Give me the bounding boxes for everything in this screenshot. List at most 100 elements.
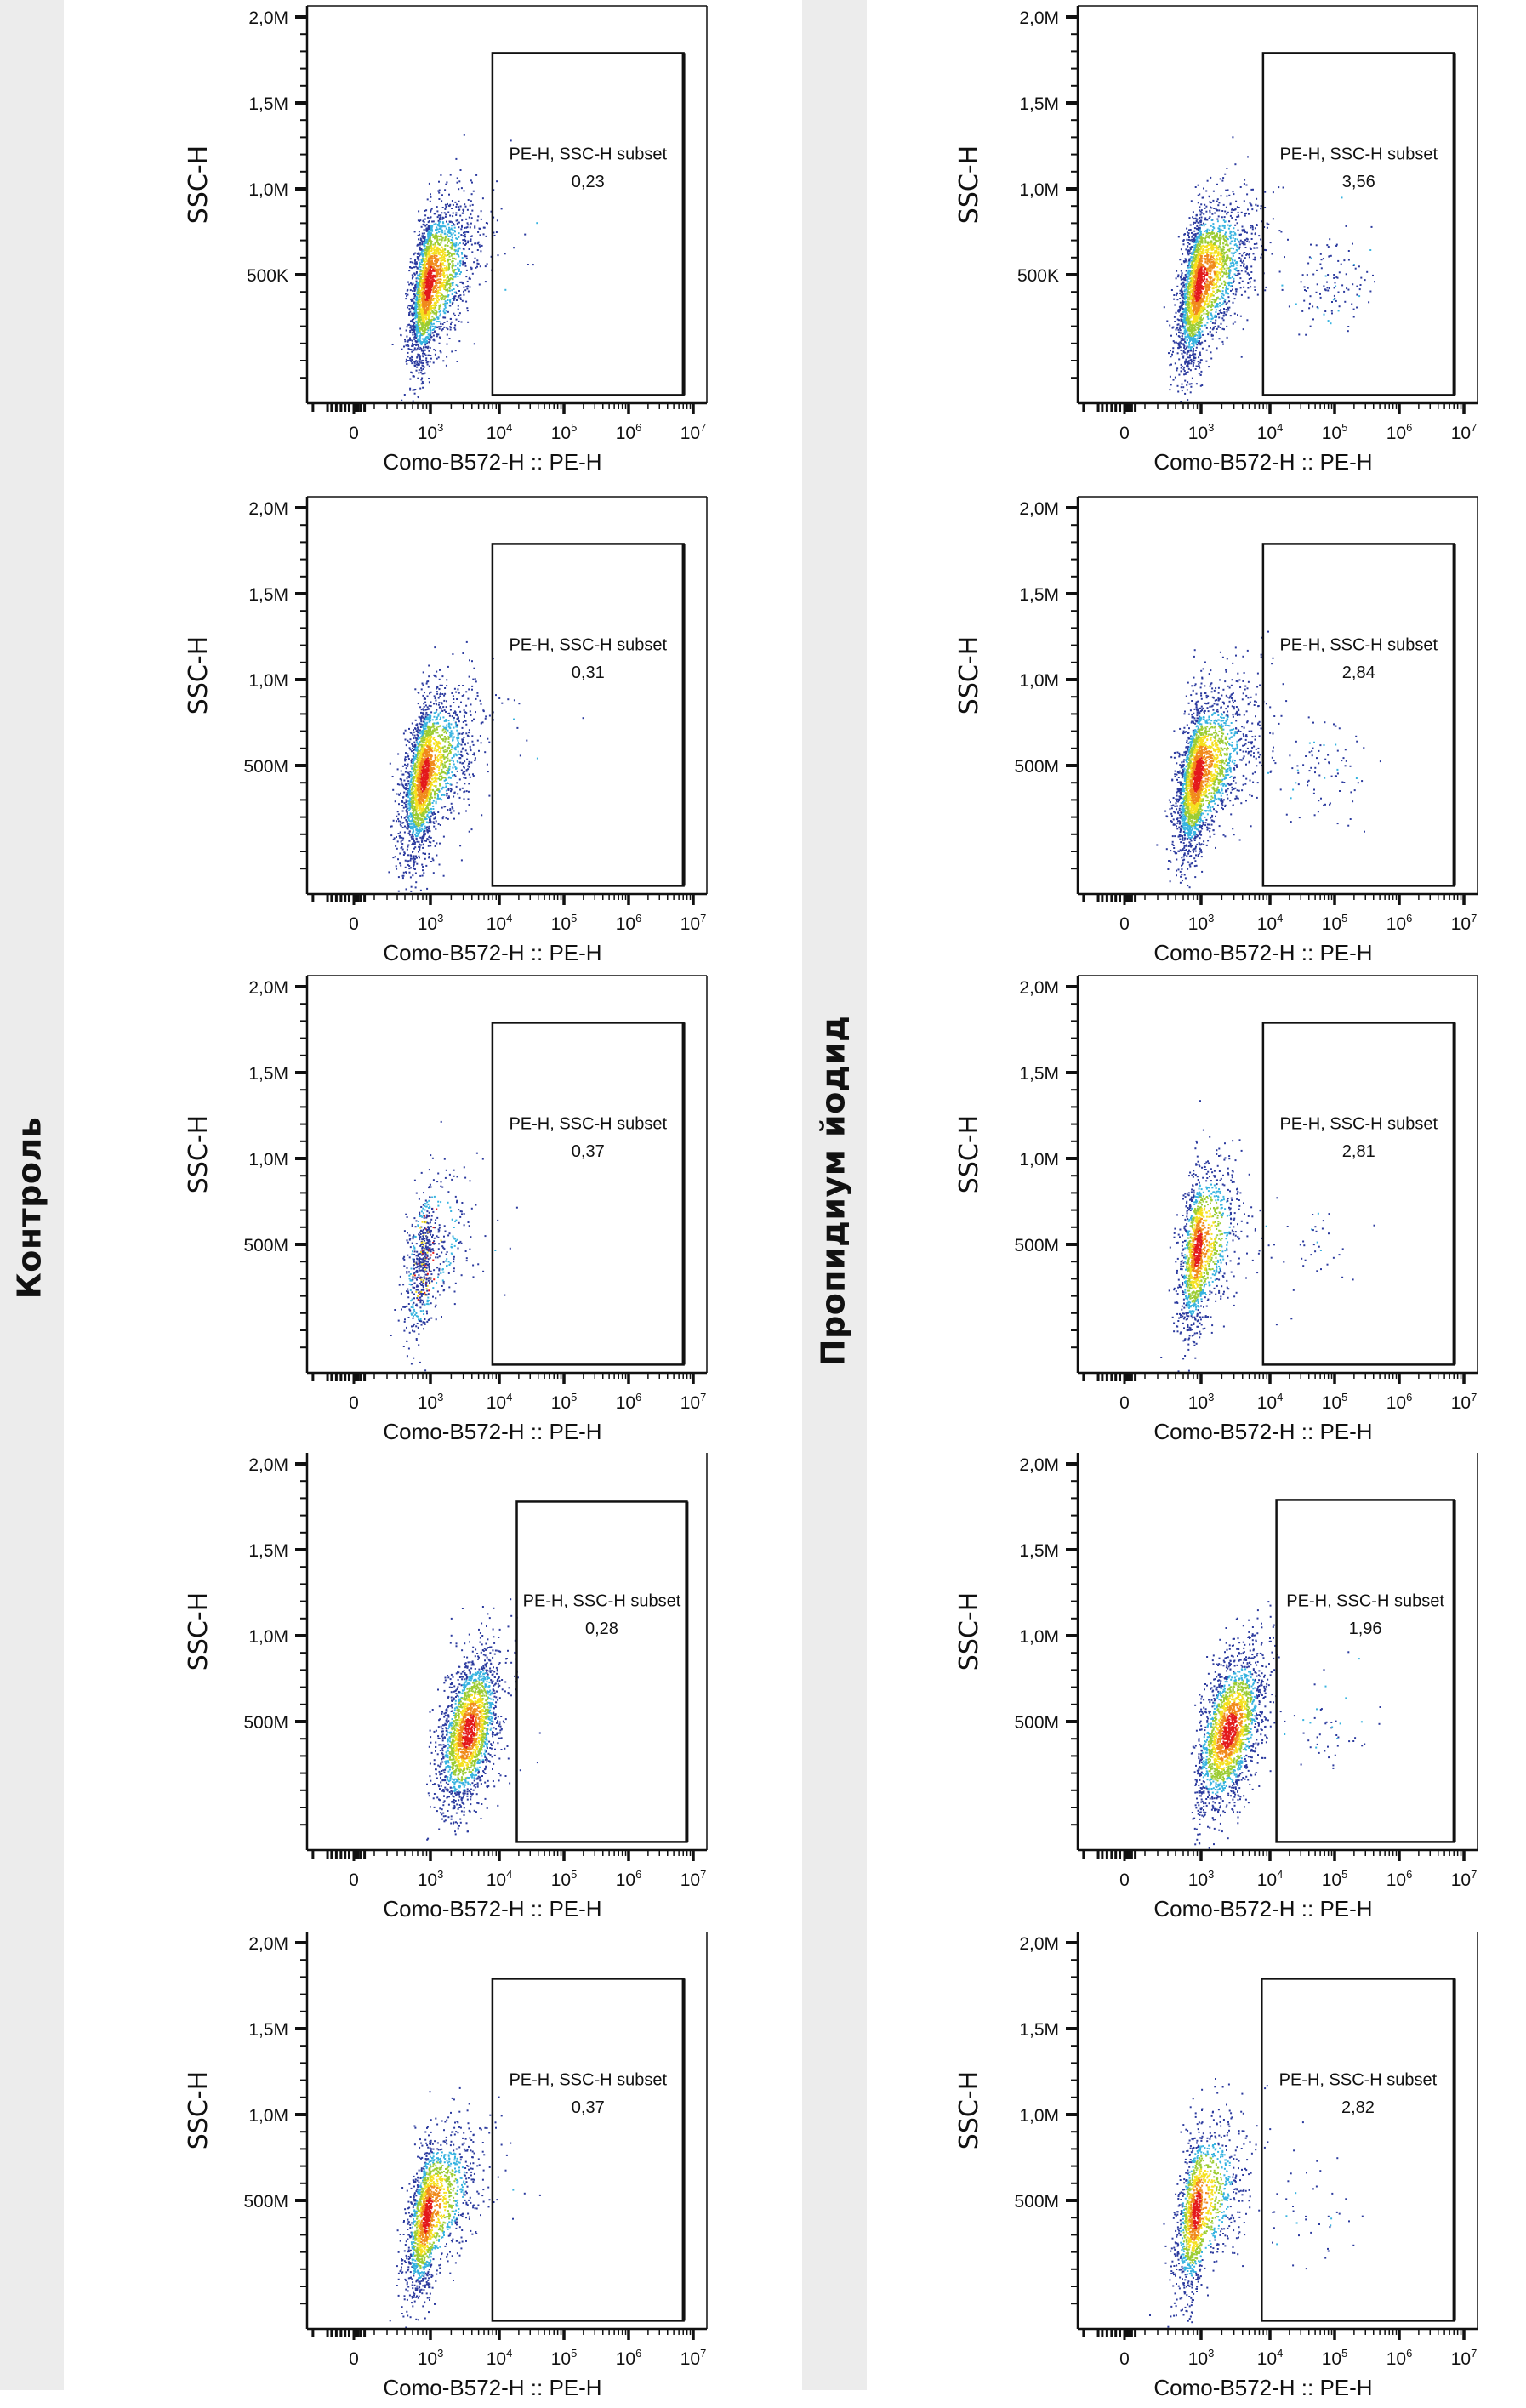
event-dot — [449, 229, 451, 231]
event-dot — [458, 222, 460, 224]
event-dot — [435, 253, 436, 254]
event-dot — [423, 333, 424, 334]
event-dot — [414, 389, 416, 390]
event-dot — [420, 304, 422, 305]
event-dot — [473, 191, 475, 192]
event-dot — [408, 810, 410, 811]
event-dot — [424, 756, 426, 758]
event-dot — [441, 757, 442, 759]
event-dot — [472, 773, 474, 775]
event-dot — [438, 231, 440, 233]
event-dot — [405, 298, 407, 299]
event-dot — [432, 312, 434, 314]
event-dot — [498, 254, 499, 256]
event-dot — [419, 794, 421, 795]
event-dot — [452, 745, 453, 747]
event-dot — [442, 360, 444, 361]
event-dot — [439, 328, 441, 330]
event-dot — [441, 230, 443, 231]
event-dot — [406, 873, 407, 874]
event-dot — [442, 253, 444, 255]
event-dot — [418, 316, 419, 318]
event-dot — [439, 693, 441, 695]
y-tick-label: 2,0M — [248, 9, 288, 28]
event-dot — [413, 781, 414, 783]
event-dot — [430, 701, 432, 703]
event-dot — [430, 266, 432, 268]
event-dot — [440, 174, 441, 176]
event-dot — [444, 693, 446, 695]
event-dot — [434, 730, 436, 732]
event-dot — [465, 720, 467, 722]
event-dot — [441, 794, 443, 795]
event-dot — [458, 734, 459, 736]
event-dot — [463, 291, 464, 293]
event-dot — [414, 735, 416, 737]
event-dot — [416, 333, 418, 335]
event-dot — [452, 278, 453, 280]
event-dot — [407, 822, 408, 823]
event-dot — [413, 375, 414, 377]
event-dot — [419, 857, 420, 858]
event-dot — [408, 312, 410, 314]
event-dot — [438, 220, 440, 222]
event-dot — [459, 711, 461, 713]
event-dot — [443, 732, 445, 733]
event-dot — [430, 861, 432, 862]
event-dot — [437, 297, 439, 299]
event-dot — [455, 712, 457, 714]
event-dot — [426, 722, 428, 724]
event-dot — [439, 754, 441, 755]
event-dot — [461, 744, 463, 746]
event-dot — [432, 248, 434, 249]
event-dot — [430, 819, 431, 821]
event-dot — [414, 317, 416, 319]
event-dot — [406, 744, 407, 746]
event-dot — [407, 788, 409, 789]
event-dot — [423, 288, 424, 290]
event-dot — [427, 326, 429, 327]
event-dot — [432, 291, 434, 293]
event-dot — [453, 204, 454, 206]
event-dot — [436, 288, 437, 290]
event-dot — [413, 287, 414, 289]
event-dot — [424, 219, 426, 220]
event-dot — [416, 364, 418, 366]
event-dot — [429, 779, 430, 781]
event-dot — [418, 282, 419, 283]
event-dot — [459, 282, 461, 283]
event-dot — [462, 264, 464, 265]
event-dot — [443, 257, 445, 259]
event-dot — [488, 795, 490, 797]
event-dot — [439, 239, 441, 241]
event-dot — [446, 794, 447, 796]
event-dot — [412, 290, 413, 292]
event-dot — [459, 294, 461, 296]
event-dot — [406, 361, 407, 362]
event-dot — [427, 217, 429, 219]
event-dot — [421, 744, 423, 746]
event-dot — [458, 244, 459, 246]
x-tick-label: 103 — [418, 421, 444, 443]
event-dot — [412, 332, 413, 333]
event-dot — [436, 760, 437, 761]
event-dot — [471, 828, 473, 830]
event-dot — [425, 259, 427, 260]
event-dot — [413, 836, 414, 838]
event-dot — [412, 334, 413, 336]
event-dot — [403, 807, 405, 809]
event-dot — [424, 321, 425, 322]
event-dot — [464, 709, 465, 711]
event-dot — [419, 332, 421, 333]
event-dot — [450, 318, 452, 320]
event-dot — [418, 355, 419, 356]
event-dot — [424, 214, 426, 216]
event-dot — [392, 857, 394, 858]
event-dot — [402, 796, 404, 798]
event-dot — [425, 282, 427, 283]
event-dot — [413, 840, 415, 842]
event-dot — [414, 362, 416, 364]
event-dot — [429, 799, 430, 800]
